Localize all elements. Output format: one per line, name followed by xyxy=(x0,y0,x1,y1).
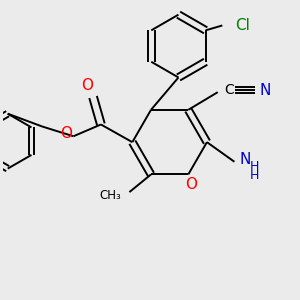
Text: N: N xyxy=(260,83,271,98)
Text: O: O xyxy=(185,177,197,192)
Text: Cl: Cl xyxy=(235,18,250,33)
Text: H: H xyxy=(250,169,260,182)
Text: C: C xyxy=(225,83,234,97)
Text: H: H xyxy=(250,160,260,173)
Text: CH₃: CH₃ xyxy=(100,189,122,202)
Text: O: O xyxy=(81,78,93,93)
Text: O: O xyxy=(61,126,73,141)
Text: N: N xyxy=(239,152,251,167)
